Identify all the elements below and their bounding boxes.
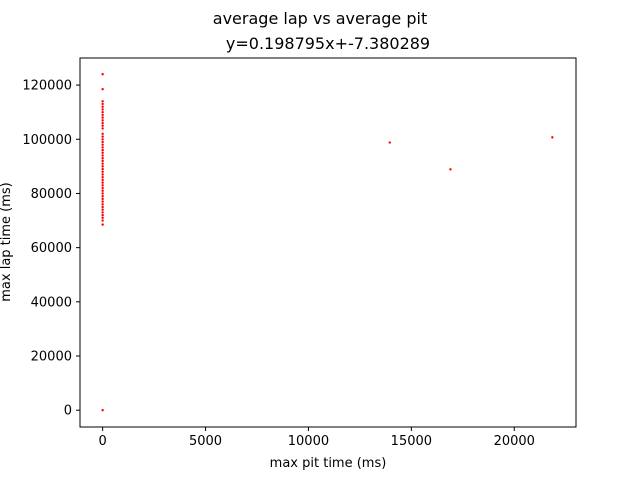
y-tick-label: 80000: [31, 187, 72, 202]
data-point: [388, 141, 391, 144]
x-axis-label: max pit time (ms): [270, 456, 387, 471]
data-point: [101, 213, 104, 217]
data-point: [101, 151, 104, 155]
data-point: [101, 223, 104, 226]
x-tick-label: 0: [98, 434, 106, 449]
data-point: [101, 146, 104, 149]
y-tick-label: 40000: [31, 295, 72, 310]
data-point: [101, 203, 104, 206]
data-point: [101, 189, 104, 192]
x-tick-label: 10000: [288, 434, 329, 449]
y-tick-label: 100000: [22, 133, 72, 148]
data-point: [101, 110, 104, 114]
data-point: [101, 167, 104, 171]
data-point: [101, 409, 104, 412]
x-tick-label: 5000: [189, 434, 222, 449]
data-point: [101, 132, 104, 136]
data-point: [101, 208, 104, 211]
y-tick-label: 120000: [22, 79, 72, 94]
data-point: [101, 154, 104, 157]
x-tick-label: 20000: [494, 434, 535, 449]
data-point: [101, 219, 104, 222]
data-point: [101, 124, 104, 127]
data-point: [101, 200, 104, 203]
data-point: [101, 121, 104, 125]
data-point: [449, 168, 452, 171]
y-tick-label: 60000: [31, 241, 72, 256]
y-tick-label: 20000: [31, 350, 72, 365]
data-point: [101, 135, 104, 138]
data-point: [551, 136, 554, 139]
data-point: [101, 194, 104, 198]
data-point: [101, 105, 104, 108]
data-point: [101, 140, 104, 144]
data-point: [101, 100, 104, 103]
data-point: [101, 216, 104, 220]
plot-area-frame: [79, 57, 577, 428]
data-point: [101, 205, 104, 209]
data-point: [101, 102, 104, 106]
data-point: [101, 108, 104, 111]
data-point: [101, 143, 104, 146]
data-point: [101, 148, 104, 152]
y-tick-label: 0: [64, 404, 72, 419]
data-point: [101, 211, 104, 214]
data-point: [101, 178, 104, 182]
data-point: [101, 176, 104, 179]
data-point: [101, 116, 104, 119]
data-point: [101, 138, 104, 141]
data-point: [101, 192, 104, 195]
data-point: [101, 197, 104, 201]
data-point: [101, 73, 104, 76]
chart-title: average lap vs average pit: [213, 9, 427, 28]
data-point: [101, 157, 104, 160]
data-point: [101, 127, 104, 130]
x-axis: 0 5000 10000 15000 20000: [98, 427, 535, 449]
data-point: [101, 119, 104, 122]
y-axis: 0 20000 40000 60000 80000 100000 120000: [22, 79, 80, 419]
data-point: [101, 181, 104, 184]
data-point: [101, 184, 104, 187]
data-point: [101, 159, 104, 163]
data-point: [101, 113, 104, 117]
data-point: [101, 173, 104, 176]
data-point: [101, 170, 104, 173]
data-point: [101, 87, 104, 91]
y-axis-label: max lap time (ms): [0, 182, 14, 302]
data-point: [101, 165, 104, 168]
data-points: [101, 73, 554, 412]
chart-subtitle: y=0.198795x+-7.380289: [226, 34, 430, 53]
data-point: [101, 162, 104, 165]
x-tick-label: 15000: [391, 434, 432, 449]
data-point: [101, 186, 104, 190]
